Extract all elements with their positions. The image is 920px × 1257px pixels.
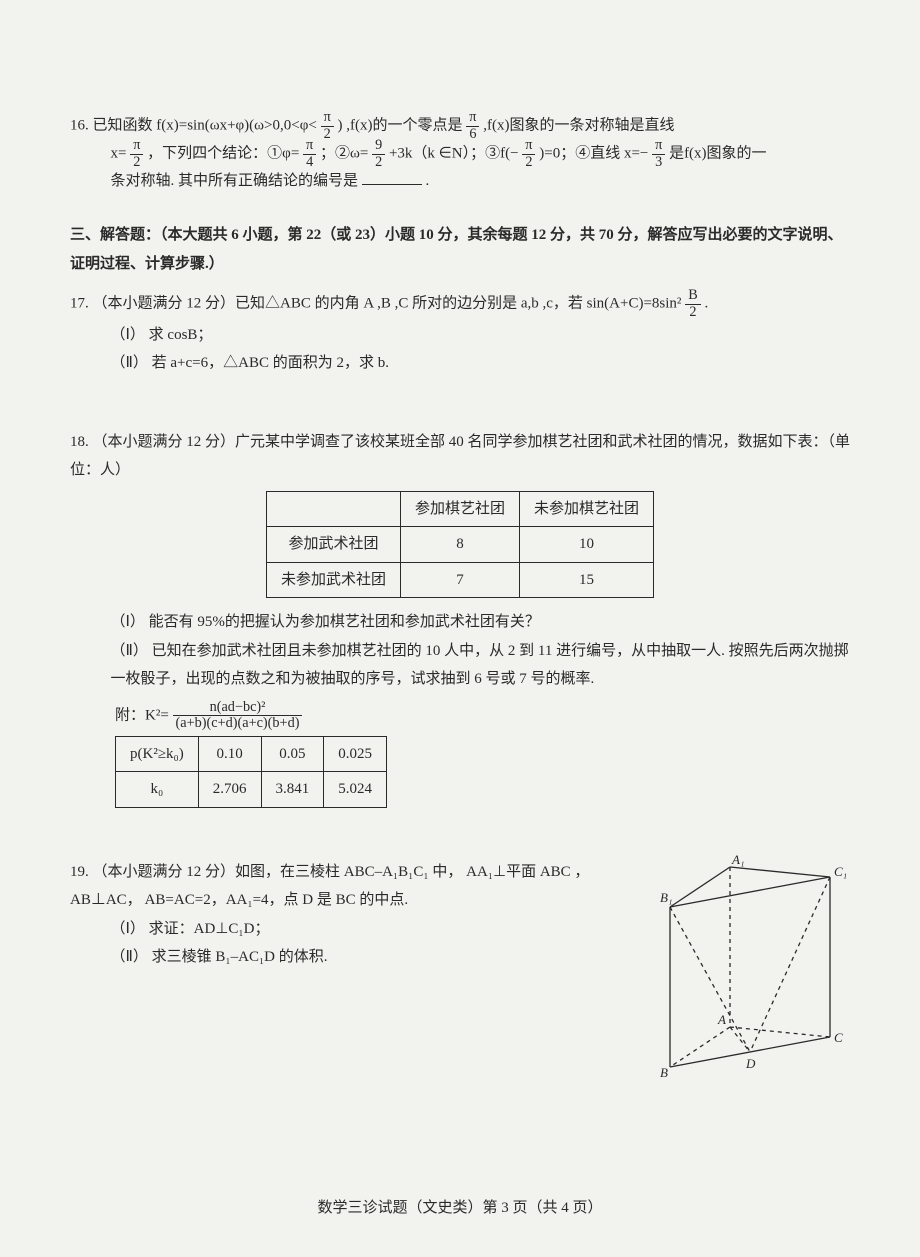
label-D: D [745,1056,756,1071]
q18-part1: （Ⅰ） 能否有 95%的把握认为参加棋艺社团和参加武术社团有关？ [70,608,850,637]
section-3-heading: 三、解答题：（本大题共 6 小题，第 22（或 23）小题 10 分，其余每题 … [70,221,850,278]
label-C: C [834,1030,843,1045]
question-18: 18. （本小题满分 12 分）广元某中学调查了该校某班全部 40 名同学参加棋… [70,428,850,808]
q19-head: （本小题满分 12 分）如图，在三棱柱 ABC–A₁B₁C₁ 中， AA₁⊥平面… [70,864,589,909]
q18-th-2: 未参加棋艺社团 [520,491,654,527]
q18-number: 18. [70,434,89,450]
q18-r1c0: 参加武术社团 [266,527,400,563]
frac-B-over-2: B2 [685,288,701,320]
frac-pi-over-2b: π2 [130,138,143,170]
q17-head: （本小题满分 12 分）已知△ABC 的内角 A ,B ,C 所对的边分别是 a… [93,296,682,312]
q16-number: 16. [70,118,89,134]
question-19: A₁ B₁ C₁ A B C D 19. （本小题满分 12 分）如图，在三棱柱… [70,858,850,1093]
label-A: A [717,1012,726,1027]
label-A1: A₁ [731,852,744,867]
answer-blank[interactable] [362,169,422,185]
q16-line3: 条对称轴. 其中所有正确结论的编号是 . [70,167,850,196]
q18-th-1: 参加棋艺社团 [400,491,519,527]
label-B: B [660,1065,668,1080]
q18-head: （本小题满分 12 分）广元某中学调查了该校某班全部 40 名同学参加棋艺社团和… [70,434,850,479]
q18-th-blank [266,491,400,527]
q18-table: 参加棋艺社团 未参加棋艺社团 参加武术社团 8 10 未参加武术社团 7 15 [266,491,654,599]
q17-part1: （Ⅰ） 求 cosB； [70,321,850,350]
question-17: 17. （本小题满分 12 分）已知△ABC 的内角 A ,B ,C 所对的边分… [70,288,850,377]
q18-k-table: p(K²≥k₀) 0.10 0.05 0.025 k₀ 2.706 3.841 … [115,736,387,808]
q18-part2: （Ⅱ） 已知在参加武术社团且未参加棋艺社团的 10 人中，从 2 到 11 进行… [70,637,850,694]
q18-r2c0: 未参加武术社团 [266,562,400,598]
k2-fraction: n(ad−bc)² (a+b)(c+d)(a+c)(b+d) [173,700,303,732]
q17-part2: （Ⅱ） 若 a+c=6，△ABC 的面积为 2，求 b. [70,349,850,378]
q16-text-1c: ,f(x)图象的一条对称轴是直线 [483,118,674,134]
page-footer: 数学三诊试题（文史类）第 3 页（共 4 页） [0,1196,920,1217]
q18-r2c2: 15 [520,562,654,598]
q16-line2: x= π2 ，下列四个结论：①φ= π4 ；②ω= 92 +3k（k ∈N）；③… [70,138,850,170]
prism-figure: A₁ B₁ C₁ A B C D [660,852,850,1093]
label-B1: B₁ [660,890,672,905]
q16-text-1b: ) ,f(x)的一个零点是 [338,118,463,134]
q18-r2c1: 7 [400,562,519,598]
q18-formula: 附：K²= n(ad−bc)² (a+b)(c+d)(a+c)(b+d) [70,700,850,732]
q17-number: 17. [70,296,89,312]
label-C1: C₁ [834,864,847,879]
q19-number: 19. [70,864,89,880]
frac-pi-over-3: π3 [652,138,665,170]
question-16: 16. 已知函数 f(x)=sin(ωx+φ)(ω>0,0<φ< π2 ) ,f… [70,110,850,195]
q16-text-1a: 已知函数 f(x)=sin(ωx+φ)(ω>0,0<φ< [93,118,317,134]
q18-r1c1: 8 [400,527,519,563]
frac-pi-over-4: π4 [303,138,316,170]
frac-9-over-2: 92 [372,138,385,170]
q18-r1c2: 10 [520,527,654,563]
frac-pi-over-2c: π2 [522,138,535,170]
